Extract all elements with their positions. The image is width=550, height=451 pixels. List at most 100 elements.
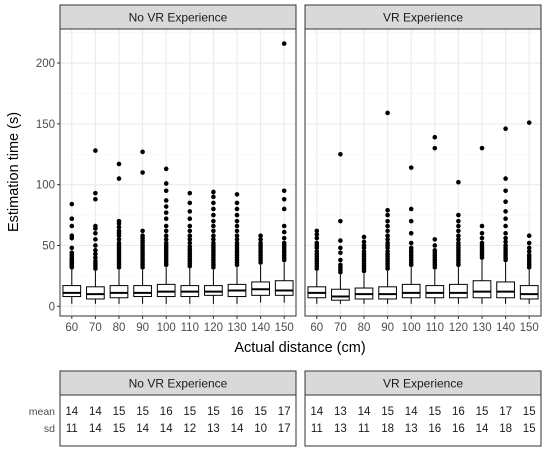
mean-value: 16 <box>160 406 173 418</box>
box-100 <box>401 165 421 304</box>
outlier-point <box>281 41 287 46</box>
x-tick-label: 110 <box>426 322 444 334</box>
box-iqr <box>401 283 421 299</box>
sd-value: 18 <box>381 423 394 435</box>
outlier-point <box>69 250 75 256</box>
summary-panel-border <box>59 394 297 447</box>
outlier-point <box>526 252 532 258</box>
mean-value: 15 <box>476 406 489 418</box>
x-tick-label: 120 <box>449 322 468 334</box>
outlier-point <box>456 237 461 242</box>
outlier-point <box>432 145 438 151</box>
summary-panel-2: VR Experience 14 11 13 13 14 11 15 18 14 13 15 16 16 1… <box>304 370 542 447</box>
outlier-point <box>93 258 98 264</box>
sd-value: 15 <box>523 423 536 435</box>
outlier-point <box>258 233 263 239</box>
mean-value: 17 <box>278 406 291 418</box>
sd-value: 14 <box>231 423 244 435</box>
outlier-point <box>116 176 122 181</box>
outlier-point <box>187 228 193 234</box>
outlier-point <box>69 216 75 222</box>
outlier-point <box>258 240 263 246</box>
outlier-point <box>385 249 390 254</box>
outlier-point <box>211 223 216 229</box>
outlier-point <box>234 240 240 246</box>
panel-2: VR Experience 60 70 80 90 100 110 120 130 140 150 <box>304 4 542 334</box>
outlier-point <box>432 237 438 242</box>
x-tick-label: 120 <box>204 322 223 334</box>
outlier-point <box>163 216 169 222</box>
outlier-point <box>314 228 320 234</box>
outlier-point <box>338 151 343 157</box>
panel-background <box>60 29 296 316</box>
outlier-point <box>503 223 508 229</box>
outlier-point <box>503 216 508 222</box>
panel-border <box>59 28 297 317</box>
outlier-point <box>408 231 414 236</box>
outlier-point <box>93 231 98 236</box>
outlier-point <box>503 235 508 241</box>
box-60 <box>62 201 82 304</box>
outlier-point <box>338 250 343 256</box>
outlier-point <box>163 210 169 215</box>
outlier-point <box>314 249 320 254</box>
outlier-point <box>503 176 508 181</box>
outlier-point <box>163 233 169 239</box>
sd-value: 13 <box>207 423 220 435</box>
box-140 <box>251 233 270 303</box>
x-tick-label: 140 <box>496 322 515 334</box>
outlier-point <box>93 248 98 253</box>
outlier-point <box>187 190 193 196</box>
outlier-point <box>163 223 169 229</box>
box-iqr <box>449 283 468 299</box>
outlier-point <box>385 233 390 239</box>
outlier-point <box>187 216 193 222</box>
outlier-point <box>432 134 438 140</box>
outlier-point <box>93 251 98 257</box>
outlier-point <box>258 237 263 242</box>
summary-strip-title: VR Experience <box>383 377 463 391</box>
outlier-point <box>116 237 122 242</box>
box-iqr <box>425 285 445 299</box>
box-iqr <box>496 281 515 299</box>
sd-value: 16 <box>452 423 465 435</box>
box-90 <box>378 110 397 304</box>
outlier-point <box>140 170 145 175</box>
outlier-point <box>385 218 390 224</box>
mean-value: 14 <box>310 406 323 418</box>
box-iqr <box>156 283 176 298</box>
outlier-point <box>385 223 390 229</box>
box-iqr <box>109 285 129 299</box>
outlier-point <box>385 212 390 218</box>
box-iqr <box>472 280 492 299</box>
sd-value: 14 <box>136 423 149 435</box>
x-tick-label: 150 <box>275 322 294 334</box>
outlier-point <box>69 223 75 229</box>
outlier-point <box>234 237 240 242</box>
outlier-point <box>187 200 193 206</box>
outlier-point <box>116 161 122 167</box>
outlier-point <box>479 145 485 151</box>
outlier-point <box>503 199 508 204</box>
outlier-point <box>338 245 343 251</box>
y-tick-label: 200 <box>36 58 55 70</box>
x-tick-label: 140 <box>251 322 270 334</box>
outlier-point <box>456 179 461 185</box>
outlier-point <box>408 165 414 170</box>
outlier-point <box>234 192 240 197</box>
outlier-point <box>187 223 193 229</box>
outlier-point <box>116 224 122 230</box>
outlier-point <box>479 235 485 241</box>
outlier-point <box>361 249 367 254</box>
sd-value: 15 <box>113 423 126 435</box>
mean-value: 14 <box>358 406 371 418</box>
outlier-point <box>211 212 216 218</box>
sd-value: 12 <box>183 423 196 435</box>
outlier-point <box>503 243 508 248</box>
outlier-point <box>338 257 343 263</box>
box-140 <box>496 126 515 304</box>
outlier-point <box>281 196 287 202</box>
outlier-point <box>69 245 75 251</box>
outlier-point <box>456 240 461 246</box>
